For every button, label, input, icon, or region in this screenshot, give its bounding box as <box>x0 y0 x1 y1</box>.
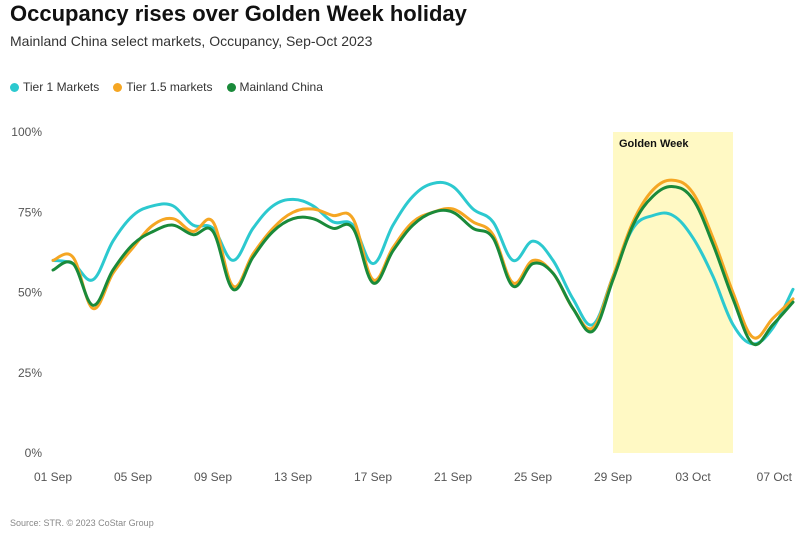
x-tick-label: 07 Oct <box>757 470 793 484</box>
y-tick-label: 25% <box>18 366 42 380</box>
y-tick-label: 75% <box>18 205 42 219</box>
chart-subtitle: Mainland China select markets, Occupancy… <box>10 33 373 49</box>
chart-title: Occupancy rises over Golden Week holiday <box>10 1 467 26</box>
legend-label-tier15: Tier 1.5 markets <box>126 80 213 94</box>
legend-item-mainland[interactable]: Mainland China <box>226 80 323 94</box>
series-lines <box>51 178 795 347</box>
x-tick-label: 01 Sep <box>34 470 72 484</box>
y-tick-label: 0% <box>25 446 43 460</box>
x-tick-label: 03 Oct <box>675 470 711 484</box>
series-line-tier15 <box>51 178 795 340</box>
legend-dot-mainland <box>226 82 236 92</box>
legend-dot-tier15 <box>113 82 123 92</box>
x-axis-ticks: 01 Sep 05 Sep 09 Sep 13 Sep 17 Sep 21 Sep 25 S… <box>34 470 793 484</box>
y-tick-label: 50% <box>18 286 42 300</box>
x-tick-label: 21 Sep <box>434 470 472 484</box>
x-tick-label: 05 Sep <box>114 470 152 484</box>
x-tick-label: 29 Sep <box>594 470 632 484</box>
legend-label-tier1: Tier 1 Markets <box>23 80 100 94</box>
y-tick-label: 100% <box>11 125 42 139</box>
legend-item-tier15[interactable]: Tier 1.5 markets <box>113 80 213 94</box>
series-line-mainland <box>51 185 795 347</box>
x-tick-label: 09 Sep <box>194 470 232 484</box>
golden-week-label: Golden Week <box>619 138 689 150</box>
series-line-tier1 <box>51 180 795 346</box>
source-note: Source: STR. © 2023 CoStar Group <box>10 518 154 528</box>
legend-dot-tier1 <box>10 82 19 92</box>
y-axis-ticks: 0% 25% 50% 75% 100% <box>11 125 42 460</box>
x-tick-label: 25 Sep <box>514 470 552 484</box>
legend-item-tier1[interactable]: Tier 1 Markets <box>10 80 99 94</box>
legend-label-mainland: Mainland China <box>239 80 323 94</box>
x-tick-label: 17 Sep <box>354 470 392 484</box>
x-tick-label: 13 Sep <box>274 470 312 484</box>
chart-legend: Tier 1 Markets Tier 1.5 markets Mainland… <box>10 80 323 94</box>
